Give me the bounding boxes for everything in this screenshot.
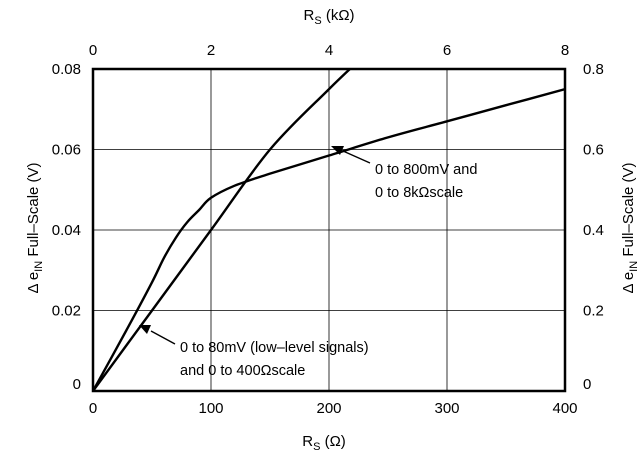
series-line-2 xyxy=(93,87,565,391)
annotation-upper-arrowhead xyxy=(331,146,344,155)
series-layer xyxy=(93,69,565,391)
y-right-tick-label: 0.2 xyxy=(583,303,604,320)
x-top-tick-label: 6 xyxy=(443,42,451,59)
annotation-lower-arrow xyxy=(150,330,176,345)
bottom-axis-title: RS (Ω) xyxy=(302,433,346,453)
y-right-tick-label: 0.6 xyxy=(583,142,604,159)
annotation-lower-line-1: 0 to 80mV (low–level signals) xyxy=(180,340,369,356)
y-left-tick-label: 0.08 xyxy=(52,61,81,78)
x-top-tick-label: 8 xyxy=(561,42,569,59)
series-line-1 xyxy=(93,69,352,391)
y-right-tick-label: 0 xyxy=(583,376,591,393)
annotation-upper: 0 to 800mV and 0 to 8kΩscale xyxy=(331,146,477,201)
annotation-lower-line-2: and 0 to 400Ωscale xyxy=(180,363,305,379)
x-top-tick-label: 2 xyxy=(207,42,215,59)
x-bottom-tick-label: 400 xyxy=(552,400,577,417)
plot-frame xyxy=(91,67,567,393)
x-bottom-tick-label: 200 xyxy=(316,400,341,417)
x-bottom-tick-label: 0 xyxy=(89,400,97,417)
x-top-tick-label: 4 xyxy=(325,42,333,59)
x-bottom-tick-label: 100 xyxy=(198,400,223,417)
y-left-tick-label: 0 xyxy=(73,376,81,393)
left-axis-title: Δ eIN Full–Scale (V) xyxy=(25,162,45,293)
x-bottom-tick-label: 300 xyxy=(434,400,459,417)
annotation-upper-line-1: 0 to 800mV and xyxy=(375,162,477,178)
x-top-tick-label: 0 xyxy=(89,42,97,59)
annotation-lower-arrowhead xyxy=(139,325,151,334)
y-right-tick-label: 0.4 xyxy=(583,222,604,239)
y-left-tick-label: 0.06 xyxy=(52,142,81,159)
y-left-tick-label: 0.04 xyxy=(52,222,81,239)
top-axis-title: RS (kΩ) xyxy=(303,7,354,27)
y-right-tick-label: 0.8 xyxy=(583,61,604,78)
y-left-tick-label: 0.02 xyxy=(52,303,81,320)
grid-layer xyxy=(93,69,565,391)
annotation-lower: 0 to 80mV (low–level signals) and 0 to 4… xyxy=(139,325,369,379)
annotation-upper-line-2: 0 to 8kΩscale xyxy=(375,185,463,201)
right-axis-title: Δ eIN Full–Scale (V) xyxy=(620,162,640,293)
annotation-upper-arrow xyxy=(342,150,371,164)
